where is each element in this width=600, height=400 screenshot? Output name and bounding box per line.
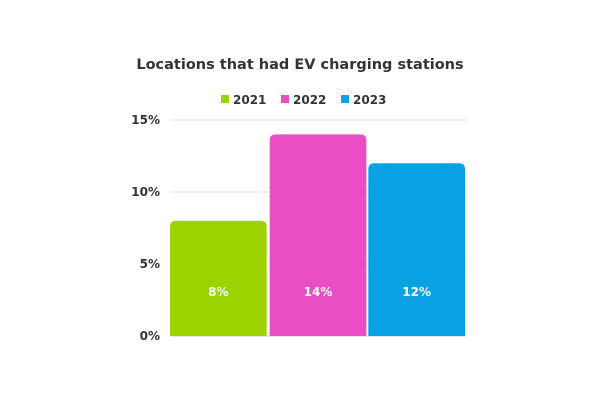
legend: 2021 2022 2023 <box>221 93 386 107</box>
bar-2021 <box>170 220 267 336</box>
data-label-2023: 12% <box>402 285 431 299</box>
y-tick-label: 15% <box>131 113 160 127</box>
data-labels: 8% 14% 12% <box>208 285 431 299</box>
legend-swatch-2021 <box>221 95 229 103</box>
legend-label-2023: 2023 <box>353 93 386 107</box>
y-tick-label: 5% <box>140 257 160 271</box>
bars <box>170 134 465 336</box>
legend-swatch-2023 <box>341 95 349 103</box>
y-axis-tick-labels: 0% 5% 10% 15% <box>131 113 160 343</box>
legend-label-2022: 2022 <box>293 93 326 107</box>
chart-title: Locations that had EV charging stations <box>136 57 463 73</box>
legend-label-2021: 2021 <box>233 93 266 107</box>
data-label-2022: 14% <box>304 285 333 299</box>
bar-2023 <box>368 163 465 336</box>
y-tick-label: 0% <box>140 329 160 343</box>
legend-swatch-2022 <box>281 95 289 103</box>
data-label-2021: 8% <box>208 285 228 299</box>
bar-2022 <box>269 134 367 336</box>
y-tick-label: 10% <box>131 185 160 199</box>
